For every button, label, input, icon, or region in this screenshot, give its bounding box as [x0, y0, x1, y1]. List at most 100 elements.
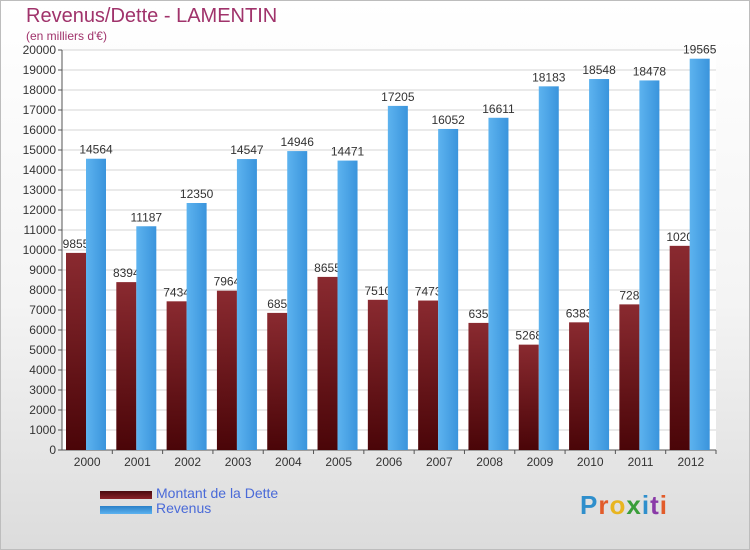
legend-label-dette: Montant de la Dette [156, 485, 279, 501]
x-tick-label: 2009 [527, 455, 554, 469]
legend-swatch-revenus [100, 506, 152, 514]
legend-label-revenus: Revenus [156, 500, 212, 516]
y-tick-label: 14000 [23, 163, 57, 177]
bar-revenus [589, 79, 610, 450]
bar-revenus [488, 117, 509, 450]
bar-revenus [236, 159, 257, 450]
data-label: 728 [619, 288, 639, 302]
bar-revenus [438, 128, 459, 450]
bar-dette [66, 252, 86, 450]
y-tick-label: 11000 [24, 223, 57, 237]
data-label: 5268 [515, 329, 542, 343]
data-label: 9855 [63, 237, 90, 251]
x-tick-label: 2005 [325, 455, 352, 469]
bar-revenus [186, 203, 207, 450]
bar-revenus [639, 80, 660, 450]
bar-dette [317, 276, 338, 450]
bar-dette [468, 322, 489, 450]
x-tick-label: 2006 [376, 455, 403, 469]
bar-dette [619, 304, 640, 450]
y-tick-label: 13000 [23, 183, 57, 197]
data-label: 635 [468, 307, 488, 321]
data-label: 14564 [79, 143, 113, 157]
bar-revenus [287, 151, 308, 450]
bar-dette [669, 245, 690, 450]
data-label: 8655 [314, 261, 341, 275]
x-tick-label: 2003 [225, 455, 252, 469]
y-tick-label: 2000 [29, 403, 56, 417]
y-tick-label: 1000 [29, 423, 56, 437]
y-tick-label: 20000 [23, 43, 57, 57]
y-tick-label: 3000 [29, 383, 56, 397]
data-label: 7964 [214, 275, 241, 289]
bar-revenus [538, 86, 559, 450]
data-label: 7510 [364, 284, 391, 298]
x-tick-label: 2010 [577, 455, 604, 469]
data-label: 7434 [163, 285, 190, 299]
data-label: 14946 [281, 135, 315, 149]
y-tick-label: 12000 [23, 203, 57, 217]
legend-swatch-dette [100, 491, 152, 499]
data-label: 16052 [431, 113, 465, 127]
data-label: 7473 [415, 285, 442, 299]
data-label: 8394 [113, 266, 140, 280]
y-tick-label: 17000 [23, 103, 57, 117]
chart-title: Revenus/Dette - LAMENTIN [26, 5, 278, 27]
data-label: 18183 [532, 70, 566, 84]
y-tick-label: 0 [49, 443, 56, 457]
y-tick-label: 16000 [23, 123, 57, 137]
data-label: 14547 [230, 143, 264, 157]
bar-revenus [689, 58, 710, 450]
x-tick-label: 2002 [174, 455, 201, 469]
x-tick-label: 2012 [677, 455, 704, 469]
bar-dette [367, 299, 388, 450]
x-tick-label: 2011 [628, 455, 654, 469]
bar-dette [116, 282, 137, 450]
data-label: 16611 [482, 102, 515, 116]
bar-dette [518, 344, 539, 450]
bar-chart: 0 1000 2000 3000 4000 5000 6000 7000 8000 9000 100… [23, 43, 717, 469]
bar-dette [569, 322, 590, 450]
y-tick-label: 4000 [29, 363, 56, 377]
data-label: 1020 [666, 230, 693, 244]
bar-dette [216, 290, 237, 450]
data-label: 685 [267, 297, 287, 311]
x-tick-label: 2007 [426, 455, 453, 469]
x-tick-label: 2000 [74, 455, 101, 469]
chart-subtitle: (en milliers d'€) [26, 29, 107, 43]
y-tick-label: 8000 [29, 283, 56, 297]
bar-revenus [387, 105, 408, 451]
data-label: 17205 [381, 90, 415, 104]
data-label: 18548 [582, 63, 616, 77]
logo-letter: o [609, 490, 627, 520]
y-tick-label: 19000 [23, 63, 57, 77]
logo-letter: P [580, 490, 599, 520]
bar-revenus [136, 226, 157, 450]
logo-letter: t [650, 490, 660, 520]
x-tick-label: 2004 [275, 455, 302, 469]
logo-letter: r [598, 490, 610, 520]
logo-letter: i [659, 490, 668, 520]
bar-dette [418, 300, 439, 450]
x-tick-label: 2008 [476, 455, 503, 469]
bar-dette [166, 301, 187, 450]
data-label: 11187 [131, 210, 163, 224]
data-label: 6383 [566, 306, 593, 320]
bar-revenus [86, 158, 106, 450]
x-tick-label: 2001 [124, 455, 151, 469]
y-tick-label: 9000 [29, 263, 56, 277]
data-label: 14471 [331, 145, 365, 159]
y-tick-label: 18000 [23, 83, 57, 97]
bar-dette [267, 312, 288, 450]
bar-revenus [337, 160, 358, 450]
data-label: 12350 [180, 187, 214, 201]
y-tick-label: 15000 [23, 143, 57, 157]
data-label: 19565 [683, 43, 717, 57]
y-tick-label: 5000 [29, 343, 56, 357]
y-tick-label: 7000 [29, 303, 56, 317]
data-label: 18478 [633, 64, 667, 78]
logo-letter: x [626, 490, 642, 520]
y-tick-label: 10000 [23, 243, 57, 257]
y-tick-label: 6000 [29, 323, 56, 337]
logo-letter: i [641, 490, 651, 520]
